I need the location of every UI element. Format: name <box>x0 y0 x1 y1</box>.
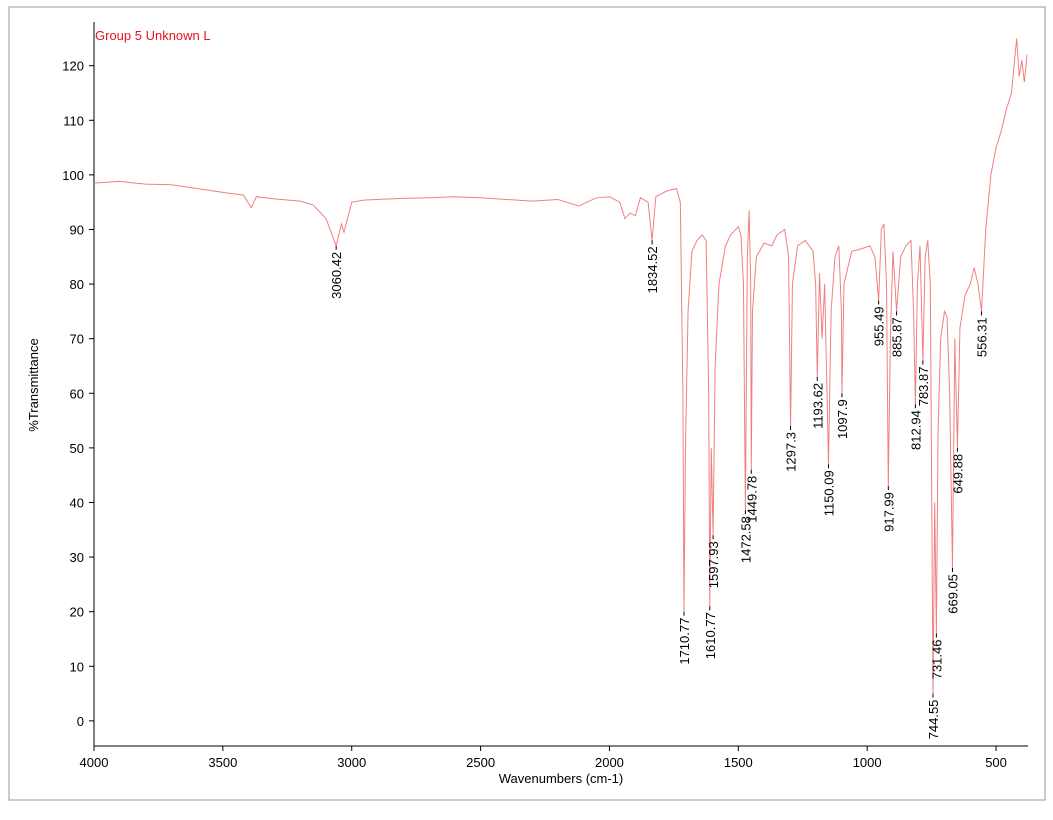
peak-label: 885.87 <box>890 317 905 357</box>
peak-label: 1150.09 <box>821 470 836 516</box>
peak-label: 1472.58 <box>738 516 753 563</box>
y-tick-label: 70 <box>70 332 84 347</box>
x-tick-label: 2500 <box>466 755 495 770</box>
x-axis-label: Wavenumbers (cm-1) <box>499 771 623 786</box>
y-tick-label: 40 <box>70 495 84 510</box>
peak-label: 1193.62 <box>810 383 825 429</box>
peak-label: 812.94 <box>908 410 923 450</box>
peak-label: 731.46 <box>929 640 944 680</box>
peak-label: 1297.3 <box>784 432 799 472</box>
peak-label: 1449.78 <box>744 476 759 523</box>
peak-label: 1597.93 <box>706 541 721 588</box>
x-tick-label: 1500 <box>724 755 753 770</box>
y-tick-label: 0 <box>77 714 84 729</box>
y-tick-label: 90 <box>70 222 84 237</box>
frame <box>8 6 1046 801</box>
peak-label: 783.87 <box>916 367 931 407</box>
peak-label: 556.31 <box>975 317 990 357</box>
chart-title: Group 5 Unknown L <box>95 28 211 43</box>
y-tick-label: 50 <box>70 441 84 456</box>
x-tick-label: 3500 <box>208 755 237 770</box>
x-tick-label: 2000 <box>595 755 624 770</box>
y-tick-label: 100 <box>62 168 84 183</box>
peak-label: 1834.52 <box>645 246 660 293</box>
peak-label: 669.05 <box>945 574 960 614</box>
peak-label: 917.99 <box>881 492 896 532</box>
x-tick-label: 4000 <box>80 755 109 770</box>
x-tick-label: 1000 <box>853 755 882 770</box>
peak-label: 744.55 <box>926 700 941 740</box>
y-tick-label: 30 <box>70 550 84 565</box>
y-tick-label: 120 <box>62 59 84 74</box>
peak-label: 1710.77 <box>677 618 692 665</box>
x-tick-label: 500 <box>985 755 1007 770</box>
peak-label: 1097.9 <box>835 399 850 439</box>
y-tick-label: 110 <box>63 113 84 128</box>
x-tick-label: 3000 <box>337 755 366 770</box>
peak-label: 3060.42 <box>329 252 344 299</box>
y-tick-label: 10 <box>70 659 84 674</box>
peak-label: 955.49 <box>872 306 887 346</box>
y-axis-label: %Transmittance <box>26 338 41 431</box>
y-tick-label: 20 <box>70 605 84 620</box>
y-tick-label: 80 <box>70 277 84 292</box>
peak-label: 649.88 <box>950 454 965 494</box>
spectrum-line <box>93 38 1028 694</box>
peak-label: 1610.77 <box>703 612 718 659</box>
y-tick-label: 60 <box>70 386 84 401</box>
